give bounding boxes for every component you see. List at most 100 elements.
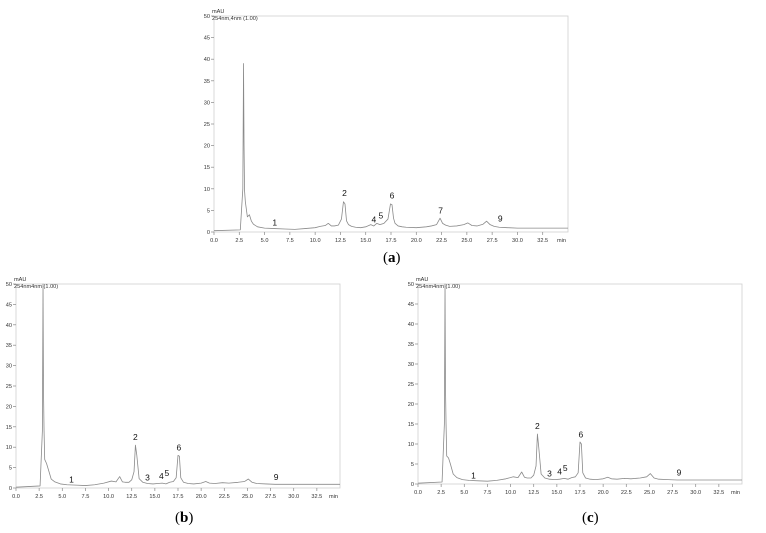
y-tick-label: 30 — [6, 364, 12, 370]
y-tick-label: 15 — [204, 165, 210, 171]
x-tick-label: 27.5 — [667, 490, 678, 496]
x-tick-label: 10.0 — [310, 238, 321, 244]
y-tick-label: 25 — [6, 384, 12, 390]
y-tick-label: 15 — [408, 422, 414, 428]
x-tick-label: 32.5 — [537, 238, 548, 244]
plot-frame — [417, 283, 743, 485]
x-tick-label: 30.0 — [690, 490, 701, 496]
x-tick-label: 10.0 — [505, 490, 516, 496]
y-tick-label: 15 — [6, 425, 12, 431]
x-tick-label: 12.5 — [126, 494, 137, 500]
peak-label: 7 — [438, 205, 443, 215]
caption-a: (a) — [383, 250, 401, 266]
caption-b-letter: b — [180, 510, 189, 526]
x-tick-label: 25.0 — [461, 238, 472, 244]
x-tick-label: 27.5 — [265, 494, 276, 500]
x-tick-label: 30.0 — [288, 494, 299, 500]
x-tick-label: 7.5 — [82, 494, 90, 500]
peak-label: 5 — [379, 211, 384, 221]
x-axis-label: min — [329, 494, 338, 500]
x-tick-label: 15.0 — [360, 238, 371, 244]
x-tick-label: 20.0 — [196, 494, 207, 500]
x-tick-label: 0.0 — [210, 238, 218, 244]
x-tick-label: 20.0 — [411, 238, 422, 244]
x-tick-label: 2.5 — [437, 490, 445, 496]
chromatogram-trace — [15, 283, 340, 488]
x-tick-label: 7.5 — [286, 238, 294, 244]
x-tick-label: 25.0 — [242, 494, 253, 500]
y-tick-label: 10 — [6, 445, 12, 451]
y-tick-label: 40 — [204, 57, 210, 63]
x-tick-label: 20.0 — [598, 490, 609, 496]
x-tick-label: 22.5 — [219, 494, 230, 500]
y-tick-label: 30 — [204, 100, 210, 106]
peak-label: 9 — [274, 472, 279, 482]
x-tick-label: 27.5 — [487, 238, 498, 244]
y-tick-label: 10 — [408, 442, 414, 448]
y-tick-label: 30 — [408, 362, 414, 368]
y-tick-label: 50 — [204, 14, 210, 20]
y-tick-label: 45 — [408, 302, 414, 308]
peak-label: 6 — [390, 190, 395, 200]
peak-label: 5 — [563, 463, 568, 473]
y-tick-label: 35 — [204, 79, 210, 85]
chromatogram-b: 0 5 10 15 20 25 30 35 40 45 50 0.0 2.5 5.0 7.5 10.0 12.5… — [0, 268, 358, 504]
y-axis-label: mAU — [416, 277, 428, 283]
y-tick-label: 20 — [6, 404, 12, 410]
trace-label: 254nm4nm (1.00) — [416, 284, 460, 290]
x-tick-label: 0.0 — [414, 490, 422, 496]
y-tick-label: 40 — [408, 322, 414, 328]
peak-label: 5 — [165, 468, 170, 478]
trace-label: 254nm,4nm (1.00) — [212, 16, 258, 22]
trace-label: 254nm4nm (1.00) — [14, 284, 58, 290]
x-tick-label: 22.5 — [621, 490, 632, 496]
peak-label: 4 — [371, 214, 376, 224]
peak-label: 6 — [579, 430, 584, 440]
chromatogram-trace — [417, 283, 742, 484]
x-tick-label: 5.0 — [58, 494, 66, 500]
y-tick-label: 25 — [408, 382, 414, 388]
y-tick-label: 0 — [207, 230, 210, 236]
x-tick-label: 15.0 — [551, 490, 562, 496]
peak-label: 2 — [535, 421, 540, 431]
x-tick-label: 17.5 — [575, 490, 586, 496]
x-tick-label: 12.5 — [335, 238, 346, 244]
caption-c: (c) — [582, 510, 599, 526]
x-tick-label: 17.5 — [386, 238, 397, 244]
peak-label: 3 — [547, 468, 552, 478]
peak-label: 3 — [145, 473, 150, 483]
y-tick-label: 5 — [9, 466, 12, 472]
x-tick-label: 0.0 — [12, 494, 20, 500]
x-tick-label: 32.5 — [713, 490, 724, 496]
x-tick-label: 22.5 — [436, 238, 447, 244]
x-tick-label: 10.0 — [103, 494, 114, 500]
x-tick-label: 17.5 — [173, 494, 184, 500]
y-tick-label: 0 — [9, 486, 12, 492]
x-axis-label: min — [731, 490, 740, 496]
x-tick-label: 7.5 — [484, 490, 492, 496]
y-tick-label: 35 — [6, 343, 12, 349]
peak-label: 6 — [177, 442, 182, 452]
y-tick-label: 50 — [408, 282, 414, 288]
y-tick-label: 0 — [411, 482, 414, 488]
y-tick-label: 35 — [408, 342, 414, 348]
peak-label: 2 — [342, 188, 347, 198]
x-tick-label: 30.0 — [512, 238, 523, 244]
x-tick-label: 2.5 — [235, 238, 243, 244]
x-tick-label: 2.5 — [35, 494, 43, 500]
x-tick-label: 12.5 — [528, 490, 539, 496]
chromatogram-a: 0 5 10 15 20 25 30 35 40 45 50 0.0 2.5 5.0 7.5 10.0 12.5… — [196, 8, 574, 248]
peak-label: 1 — [471, 470, 476, 480]
chromatogram-c-svg: 0 5 10 15 20 25 30 35 40 45 50 0.0 2.5 5.0 7.5 10.0 12.5… — [408, 277, 743, 496]
y-tick-label: 10 — [204, 187, 210, 193]
peak-label: 4 — [557, 466, 562, 476]
caption-c-letter: c — [587, 510, 594, 526]
y-tick-label: 20 — [408, 402, 414, 408]
x-tick-label: 25.0 — [644, 490, 655, 496]
x-tick-label: 5.0 — [460, 490, 468, 496]
y-tick-label: 5 — [207, 208, 210, 214]
x-tick-label: 5.0 — [261, 238, 269, 244]
y-tick-label: 45 — [204, 36, 210, 42]
